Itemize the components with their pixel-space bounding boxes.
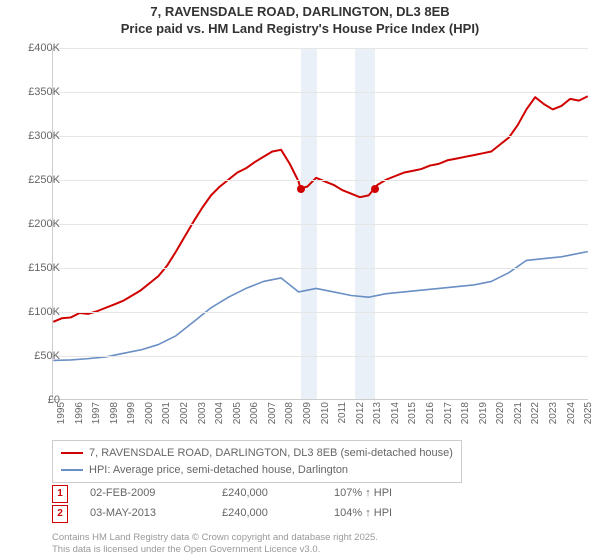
legend-box: 7, RAVENSDALE ROAD, DARLINGTON, DL3 8EB … — [52, 440, 462, 483]
x-tick-label: 2008 — [284, 402, 295, 424]
x-tick-label: 1999 — [126, 402, 137, 424]
x-tick-label: 2010 — [320, 402, 331, 424]
y-tick-label: £50K — [10, 350, 60, 362]
footer-attribution: Contains HM Land Registry data © Crown c… — [52, 532, 378, 556]
y-tick-label: £100K — [10, 306, 60, 318]
y-tick-label: £250K — [10, 174, 60, 186]
legend-row: HPI: Average price, semi-detached house,… — [61, 462, 453, 479]
x-tick-label: 1998 — [109, 402, 120, 424]
sale-dot-icon — [371, 185, 379, 193]
x-tick-label: 2017 — [443, 402, 454, 424]
x-tick-label: 2021 — [513, 402, 524, 424]
x-tick-label: 2011 — [337, 402, 348, 424]
sale-dot-icon — [297, 185, 305, 193]
title-line-1: 7, RAVENSDALE ROAD, DARLINGTON, DL3 8EB — [0, 4, 600, 21]
legend-row: 7, RAVENSDALE ROAD, DARLINGTON, DL3 8EB … — [61, 445, 453, 462]
y-tick-label: £300K — [10, 130, 60, 142]
x-tick-label: 1997 — [91, 402, 102, 424]
gridline — [53, 224, 588, 225]
gridline — [53, 92, 588, 93]
plot-area: 12 — [52, 48, 588, 400]
sale-row: 2 03-MAY-2013 £240,000 104% ↑ HPI — [52, 504, 444, 524]
x-tick-label: 2018 — [460, 402, 471, 424]
gridline — [53, 268, 588, 269]
title-block: 7, RAVENSDALE ROAD, DARLINGTON, DL3 8EB … — [0, 0, 600, 38]
sale-price: £240,000 — [222, 484, 312, 504]
legend-swatch-1 — [61, 452, 83, 454]
x-tick-label: 2009 — [302, 402, 313, 424]
gridline — [53, 136, 588, 137]
legend-label-2: HPI: Average price, semi-detached house,… — [89, 462, 348, 479]
sale-marker-icon: 2 — [52, 505, 68, 523]
x-tick-label: 2014 — [390, 402, 401, 424]
x-tick-label: 2003 — [197, 402, 208, 424]
sale-date: 02-FEB-2009 — [90, 484, 200, 504]
x-tick-label: 2004 — [214, 402, 225, 424]
x-tick-label: 2001 — [161, 402, 172, 424]
x-tick-label: 1995 — [56, 402, 67, 424]
x-tick-label: 2006 — [249, 402, 260, 424]
legend-swatch-2 — [61, 469, 83, 471]
gridline — [53, 180, 588, 181]
chart-container: 7, RAVENSDALE ROAD, DARLINGTON, DL3 8EB … — [0, 0, 600, 560]
sale-date: 03-MAY-2013 — [90, 504, 200, 524]
x-tick-label: 2016 — [425, 402, 436, 424]
x-tick-label: 2023 — [548, 402, 559, 424]
x-tick-label: 2022 — [530, 402, 541, 424]
x-tick-label: 2005 — [232, 402, 243, 424]
x-tick-label: 2020 — [495, 402, 506, 424]
x-tick-label: 1996 — [74, 402, 85, 424]
y-tick-label: £150K — [10, 262, 60, 274]
y-tick-label: £400K — [10, 42, 60, 54]
sale-pct: 104% ↑ HPI — [334, 504, 444, 524]
y-tick-label: £0 — [10, 394, 60, 406]
x-tick-label: 2013 — [372, 402, 383, 424]
title-line-2: Price paid vs. HM Land Registry's House … — [0, 21, 600, 38]
series-line-price_paid — [53, 96, 587, 322]
x-tick-label: 2002 — [179, 402, 190, 424]
x-tick-label: 2000 — [144, 402, 155, 424]
footer-line-1: Contains HM Land Registry data © Crown c… — [52, 532, 378, 544]
sale-price: £240,000 — [222, 504, 312, 524]
gridline — [53, 48, 588, 49]
legend-label-1: 7, RAVENSDALE ROAD, DARLINGTON, DL3 8EB … — [89, 445, 453, 462]
x-tick-label: 2015 — [407, 402, 418, 424]
x-tick-label: 2025 — [583, 402, 594, 424]
x-tick-label: 2012 — [355, 402, 366, 424]
y-tick-label: £350K — [10, 86, 60, 98]
x-tick-label: 2007 — [267, 402, 278, 424]
sales-table: 1 02-FEB-2009 £240,000 107% ↑ HPI 2 03-M… — [52, 484, 444, 524]
y-tick-label: £200K — [10, 218, 60, 230]
footer-line-2: This data is licensed under the Open Gov… — [52, 544, 378, 556]
x-tick-label: 2024 — [566, 402, 577, 424]
gridline — [53, 356, 588, 357]
x-tick-label: 2019 — [478, 402, 489, 424]
sale-marker-icon: 1 — [52, 485, 68, 503]
sale-row: 1 02-FEB-2009 £240,000 107% ↑ HPI — [52, 484, 444, 504]
sale-pct: 107% ↑ HPI — [334, 484, 444, 504]
gridline — [53, 312, 588, 313]
